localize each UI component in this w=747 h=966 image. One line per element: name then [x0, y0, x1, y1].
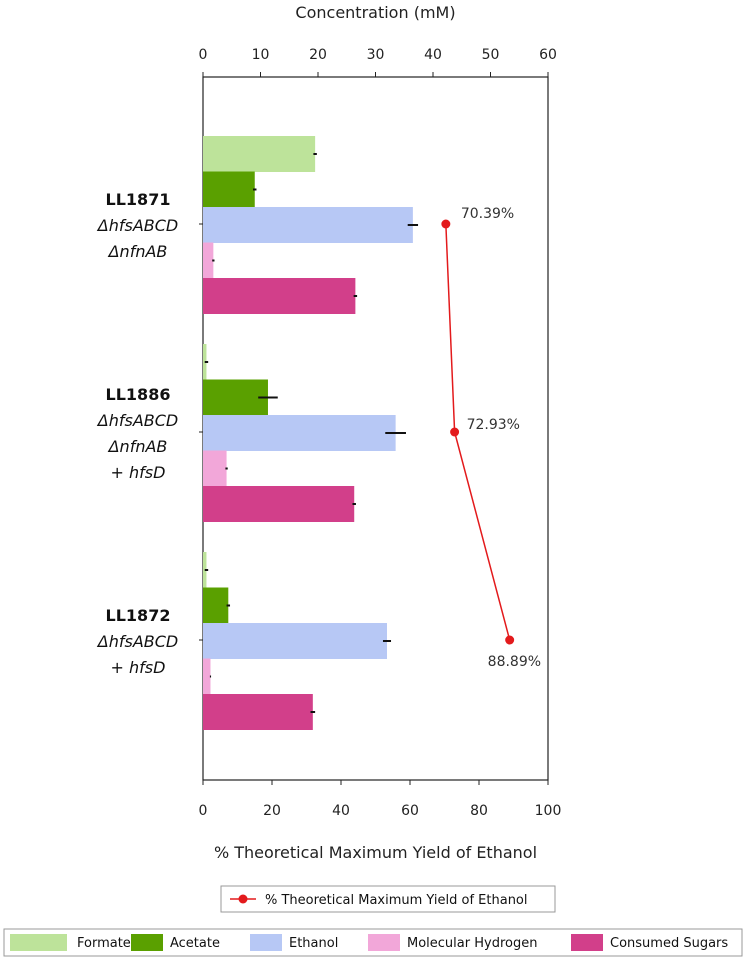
top-axis-tick-label: 60	[539, 47, 557, 63]
top-axis-tick-label: 10	[252, 47, 270, 63]
group-label-strain: LL1871	[106, 190, 171, 209]
bar-formate-ll1871	[203, 136, 316, 172]
top-axis-tick-label: 50	[482, 47, 500, 63]
bar-ethanol-ll1871	[203, 207, 413, 243]
legend-swatch	[571, 934, 603, 951]
top-axis-tick-label: 40	[424, 47, 442, 63]
bar-ethanol-ll1872	[203, 623, 387, 659]
group-label-genotype: ΔhfsABCD	[96, 216, 178, 235]
bar-acetate-ll1872	[203, 587, 229, 624]
bottom-axis-tick-label: 40	[332, 803, 350, 819]
line-legend-marker	[238, 894, 248, 904]
bottom-axis-tick-label: 20	[263, 803, 281, 819]
bottom-axis-tick-label: 100	[535, 803, 562, 819]
legend-swatch	[10, 934, 67, 951]
legend-label: Acetate	[170, 936, 220, 951]
yield-value-label: 70.39%	[461, 206, 514, 222]
group-label-genotype: + hfsD	[111, 658, 166, 677]
yield-point	[450, 427, 460, 437]
group-label-genotype: ΔhfsABCD	[96, 411, 178, 430]
legend-label: Formate	[77, 936, 131, 951]
bar-acetate-ll1871	[203, 171, 255, 208]
group-label-strain: LL1886	[106, 385, 171, 404]
bar-consumed-sugars-ll1872	[203, 694, 313, 730]
line-legend-label: % Theoretical Maximum Yield of Ethanol	[265, 893, 528, 908]
legend-swatch	[131, 934, 163, 951]
bar-consumed-sugars-ll1886	[203, 486, 355, 522]
bar-molecular-hydrogen-ll1872	[203, 658, 211, 695]
yield-value-label: 88.89%	[488, 654, 541, 670]
top-axis-tick-label: 0	[199, 47, 208, 63]
bottom-axis-tick-label: 0	[199, 803, 208, 819]
bottom-axis-label: % Theoretical Maximum Yield of Ethanol	[214, 843, 537, 862]
bar-consumed-sugars-ll1871	[203, 278, 356, 314]
group-label-genotype: ΔhfsABCD	[96, 632, 178, 651]
bar-molecular-hydrogen-ll1871	[203, 242, 214, 279]
yield-value-label: 72.93%	[467, 417, 520, 433]
group-label-genotype: ΔnfnAB	[107, 242, 168, 261]
yield-point	[441, 219, 451, 229]
group-label-genotype: + hfsD	[111, 463, 166, 482]
top-axis-label: Concentration (mM)	[295, 3, 455, 22]
group-label-genotype: ΔnfnAB	[107, 437, 168, 456]
legend-label: Ethanol	[289, 936, 338, 951]
legend-label: Consumed Sugars	[610, 936, 728, 951]
bottom-axis-tick-label: 60	[401, 803, 419, 819]
legend-swatch	[250, 934, 282, 951]
legend-swatch	[368, 934, 400, 951]
top-axis-tick-label: 30	[367, 47, 385, 63]
bar-molecular-hydrogen-ll1886	[203, 450, 227, 487]
legend-label: Molecular Hydrogen	[407, 936, 537, 951]
bar-ethanol-ll1886	[203, 415, 396, 451]
group-label-strain: LL1872	[106, 606, 171, 625]
bar-acetate-ll1886	[203, 379, 268, 416]
bottom-axis-tick-label: 80	[470, 803, 488, 819]
line-legend-box	[220, 885, 556, 913]
top-axis-tick-label: 20	[309, 47, 327, 63]
yield-point	[505, 635, 515, 645]
